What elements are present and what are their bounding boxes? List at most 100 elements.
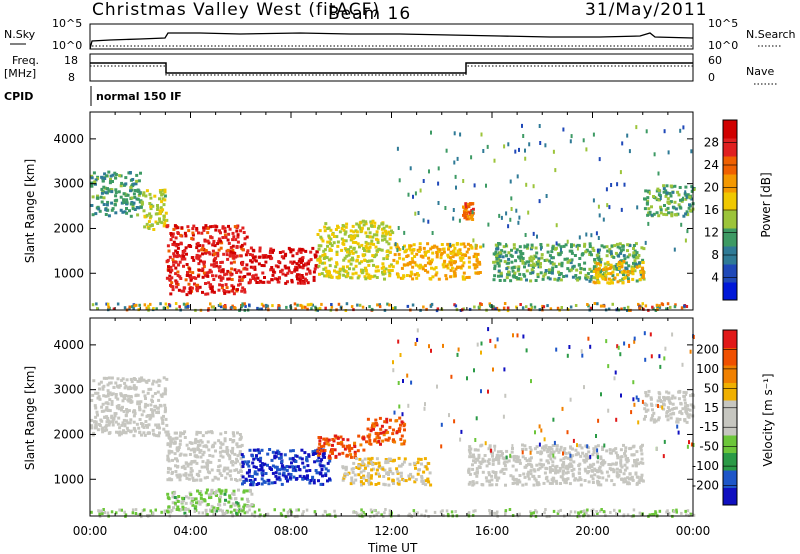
- power-cell: [217, 237, 221, 241]
- power-cell: [251, 275, 255, 278]
- velocity-cell: [609, 463, 613, 467]
- power-cell: [186, 225, 190, 229]
- velocity-cell: [369, 429, 373, 433]
- velocity-cell: [662, 402, 666, 406]
- power-cell: [342, 224, 346, 228]
- power-cell: [223, 226, 227, 230]
- velocity-frame: [89, 317, 694, 517]
- velocity-cell: [195, 461, 199, 465]
- velocity-cell: [536, 468, 540, 472]
- velocity-cell: [657, 416, 661, 420]
- power-cell: [686, 213, 690, 217]
- velocity-cell: [677, 397, 681, 401]
- velocity-cell: [113, 414, 117, 418]
- power-cell: [462, 179, 465, 183]
- velocity-cell: [689, 403, 693, 407]
- velocity-cell: [456, 352, 459, 357]
- velocity-cell: [309, 479, 313, 482]
- power-cell: [679, 128, 682, 133]
- velocity-cell: [670, 407, 674, 411]
- power-cell: [388, 272, 392, 276]
- velocity-cell: [294, 460, 298, 463]
- power-cell: [173, 243, 177, 247]
- velocity-cell: [98, 512, 101, 516]
- power-cell: [308, 271, 312, 275]
- power-cell: [479, 245, 483, 249]
- velocity-cell: [685, 391, 688, 396]
- power-cell: [221, 226, 225, 230]
- velocity-cell: [591, 481, 595, 484]
- velocity-cell: [131, 511, 135, 515]
- velocity-cell: [108, 391, 112, 395]
- velocity-cell: [201, 434, 205, 438]
- velocity-cell: [580, 446, 584, 450]
- power-cell: [532, 257, 536, 260]
- velocity-cell: [374, 422, 378, 425]
- power-cell: [583, 261, 587, 265]
- power-cell: [371, 219, 375, 223]
- velocity-cell: [491, 459, 495, 463]
- power-cell: [131, 178, 135, 181]
- velocity-cell: [584, 452, 588, 456]
- velocity-cell: [234, 478, 237, 481]
- velocity-cell: [94, 425, 98, 429]
- power-cell: [523, 244, 526, 249]
- velocity-colorbar-segment: [723, 382, 737, 401]
- velocity-cell: [576, 478, 580, 482]
- power-cell: [284, 266, 288, 270]
- velocity-cell: [369, 442, 373, 446]
- power-cell: [110, 188, 114, 192]
- velocity-cell: [186, 507, 190, 511]
- velocity-cell: [326, 461, 330, 465]
- power-cell: [227, 290, 231, 294]
- velocity-cell: [632, 444, 636, 448]
- velocity-cell: [583, 467, 587, 471]
- velocity-cell: [260, 448, 264, 452]
- velocity-cell: [490, 478, 494, 482]
- power-cell: [652, 212, 656, 216]
- velocity-cell: [325, 442, 329, 446]
- velocity-cell: [685, 412, 689, 416]
- velocity-cell: [122, 418, 126, 422]
- power-cell: [389, 263, 393, 267]
- power-cell: [597, 204, 600, 209]
- power-cell: [314, 264, 318, 268]
- velocity-cell: [399, 423, 402, 427]
- power-cell: [592, 276, 596, 280]
- velocity-cell: [623, 477, 627, 481]
- power-cell: [659, 196, 662, 200]
- power-cell: [185, 263, 189, 266]
- power-cell: [142, 191, 146, 195]
- velocity-cell: [480, 443, 484, 447]
- power-cell: [90, 184, 94, 188]
- power-cell: [529, 247, 533, 251]
- velocity-cell: [292, 475, 296, 479]
- velocity-cell: [190, 460, 194, 463]
- velocity-cell: [298, 474, 302, 478]
- power-cell: [232, 251, 236, 255]
- power-cell: [568, 269, 572, 273]
- power-cell: [610, 281, 614, 285]
- power-cell: [168, 274, 172, 278]
- velocity-cell: [154, 423, 158, 427]
- velocity-cell: [533, 447, 537, 451]
- power-cell: [217, 288, 221, 292]
- power-cell: [444, 206, 447, 210]
- velocity-cell: [123, 386, 127, 390]
- power-cell: [356, 276, 360, 280]
- velocity-cell: [631, 464, 635, 468]
- power-cell: [542, 305, 546, 309]
- power-cell: [557, 277, 561, 280]
- power-cell: [142, 193, 145, 197]
- velocity-cell: [318, 452, 322, 456]
- velocity-cell: [364, 466, 367, 470]
- power-cell: [397, 252, 401, 256]
- velocity-cell: [683, 419, 687, 423]
- velocity-cell: [590, 465, 594, 469]
- velocity-cell: [212, 512, 216, 516]
- power-cell: [424, 269, 427, 272]
- velocity-cell: [477, 453, 481, 457]
- power-cell: [405, 274, 409, 277]
- velocity-cell: [136, 393, 140, 397]
- power-cell: [479, 302, 482, 306]
